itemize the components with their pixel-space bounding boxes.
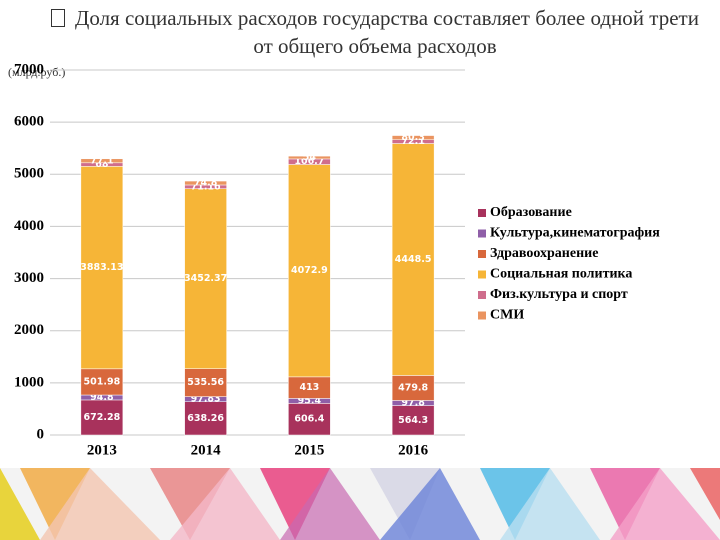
x-tick-label: 2016 bbox=[398, 442, 429, 458]
y-tick-label: 0 bbox=[37, 426, 45, 442]
data-label: 501.98 bbox=[84, 376, 121, 387]
bar-segment bbox=[288, 403, 331, 436]
data-label: 74.8 bbox=[194, 178, 218, 189]
title-text: Доля социальных расходов государства сос… bbox=[75, 6, 699, 58]
bar-segment bbox=[184, 368, 227, 397]
bar-segment bbox=[391, 135, 435, 140]
bar-segment bbox=[184, 180, 227, 186]
legend-swatch bbox=[478, 291, 486, 299]
bar-segment bbox=[288, 164, 331, 378]
legend-swatch bbox=[478, 229, 486, 238]
bar-segment bbox=[288, 155, 331, 160]
data-label: 606.4 bbox=[294, 414, 324, 425]
data-label: 3452.37 bbox=[184, 273, 227, 284]
decor bbox=[0, 468, 720, 540]
x-tick-label: 2013 bbox=[87, 442, 117, 458]
data-label: 4072.9 bbox=[291, 265, 328, 276]
legend-swatch bbox=[478, 209, 486, 217]
y-tick-label: 5000 bbox=[14, 166, 44, 182]
slide-title: Доля социальных расходов государства сос… bbox=[40, 4, 710, 60]
x-tick-label: 2015 bbox=[294, 442, 324, 458]
y-tick-label: 7000 bbox=[14, 61, 44, 77]
data-label: 95.4 bbox=[298, 395, 322, 406]
data-label: 68 bbox=[95, 159, 109, 170]
bar-segment bbox=[80, 399, 124, 436]
legend-swatch bbox=[478, 270, 486, 279]
bar-segment bbox=[184, 188, 227, 369]
bar-segment bbox=[80, 166, 124, 370]
data-label: 535.56 bbox=[187, 377, 224, 388]
legend-swatch bbox=[478, 250, 486, 258]
data-label: 638.26 bbox=[187, 413, 224, 424]
legend-label: Физ.культура и спорт bbox=[490, 287, 628, 302]
bar-segment bbox=[391, 375, 435, 401]
data-label: 71.16 bbox=[191, 181, 221, 192]
data-label: 106.7 bbox=[294, 156, 324, 167]
data-label: 564.3 bbox=[398, 415, 428, 426]
data-label: 479.8 bbox=[398, 382, 428, 393]
y-axis-label: (млрд.руб.) bbox=[8, 65, 65, 79]
data-label: 413 bbox=[299, 382, 319, 393]
data-label: 672.28 bbox=[84, 412, 121, 423]
legend-swatch bbox=[478, 311, 486, 320]
legend-label: Культура,кинематография bbox=[490, 226, 660, 241]
legend-label: Здравоохранение bbox=[490, 246, 598, 261]
legend-label: СМИ bbox=[490, 308, 524, 323]
data-label: 97.83 bbox=[191, 394, 221, 405]
data-label: 4448.5 bbox=[395, 254, 432, 265]
bar-segment bbox=[391, 143, 435, 376]
bar-segment bbox=[80, 158, 124, 164]
y-tick-label: 3000 bbox=[14, 270, 44, 286]
data-label: 54 bbox=[303, 152, 317, 163]
data-label: 3883.13 bbox=[80, 262, 123, 273]
bar-segment bbox=[391, 405, 435, 436]
data-label: 97.8 bbox=[401, 398, 425, 409]
y-tick-label: 6000 bbox=[14, 114, 44, 130]
data-label: 72.1 bbox=[401, 136, 424, 147]
data-label: 80.3 bbox=[401, 132, 424, 143]
bar-segment bbox=[184, 401, 227, 436]
y-tick-label: 4000 bbox=[14, 218, 44, 234]
bullet bbox=[51, 9, 66, 27]
legend-label: Социальная политика bbox=[490, 267, 632, 282]
y-tick-label: 1000 bbox=[14, 374, 44, 390]
legend-label: Образование bbox=[490, 205, 572, 220]
x-tick-label: 2014 bbox=[191, 442, 222, 458]
data-label: 77.1 bbox=[90, 155, 113, 166]
y-tick-label: 2000 bbox=[14, 322, 44, 338]
data-label: 94.8 bbox=[90, 392, 114, 403]
